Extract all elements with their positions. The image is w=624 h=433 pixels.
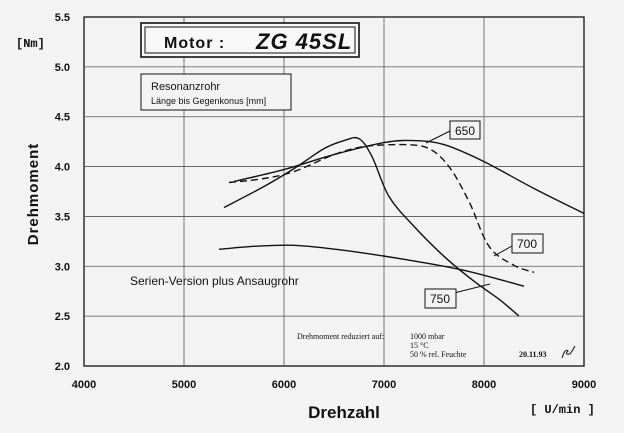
- plot-area: [83, 16, 585, 367]
- series-line-700: [228, 143, 535, 273]
- x-tick-label: 4000: [72, 379, 96, 391]
- series-lines: [218, 136, 585, 317]
- note-line1: 1000 mbar: [410, 332, 445, 341]
- title-prefix: Motor :: [164, 35, 225, 52]
- y-tick-labels: 2.0 2.5 3.0 3.5 4.0 4.5 5.0 5.5: [55, 12, 70, 373]
- x-tick-label: 7000: [372, 379, 396, 391]
- title-box-inner: [144, 26, 356, 54]
- signature: [561, 345, 576, 359]
- label-700-leader: [493, 245, 513, 257]
- y-tick-label: 3.0: [55, 261, 70, 273]
- series-line-serien-version-plus-ansaugrohr: [218, 244, 525, 287]
- label-700: 700: [517, 237, 537, 251]
- label-650: 650: [455, 124, 475, 138]
- x-axis-unit: [ U/min ]: [530, 403, 595, 417]
- note-title: Drehmoment reduziert auf:: [297, 332, 384, 341]
- x-tick-label: 5000: [172, 379, 196, 391]
- y-tick-label: 4.0: [55, 162, 70, 174]
- series-line-750: [223, 136, 520, 317]
- y-tick-label: 5.5: [55, 12, 70, 24]
- y-tick-label: 2.5: [55, 311, 70, 323]
- label-750-box: [424, 288, 457, 309]
- x-tick-labels: 4000 5000 6000 7000 8000 9000: [72, 379, 596, 391]
- note-line2: 15 °C: [410, 341, 429, 350]
- y-axis-title: Drehmoment: [25, 143, 42, 246]
- y-tick-label: 4.5: [55, 112, 70, 124]
- label-750: 750: [430, 292, 450, 306]
- legend-subtitle: Länge bis Gegenkonus [mm]: [151, 96, 266, 106]
- note-date: 20.11.93: [519, 350, 547, 359]
- x-tick-label: 6000: [272, 379, 296, 391]
- x-tick-label: 8000: [472, 379, 496, 391]
- y-axis-unit: [Nm]: [16, 37, 45, 51]
- label-650-leader: [425, 130, 451, 144]
- label-700-box: [511, 233, 544, 254]
- title-model: ZG 45SL: [255, 29, 352, 54]
- legend-box: [140, 73, 292, 111]
- x-tick-label: 9000: [572, 379, 596, 391]
- legend-title: Resonanzrohr: [151, 81, 220, 93]
- x-axis-title: Drehzahl: [308, 403, 380, 422]
- y-tick-label: 5.0: [55, 62, 70, 74]
- note-line3: 50 % rel. Feuchte: [410, 350, 467, 359]
- y-tick-label: 3.5: [55, 211, 70, 223]
- label-serien: Serien-Version plus Ansaugrohr: [130, 274, 299, 288]
- label-750-leader: [453, 283, 491, 294]
- label-650-box: [449, 120, 481, 140]
- title-box-outer: [140, 22, 360, 58]
- grid: [84, 17, 584, 366]
- y-tick-label: 2.0: [55, 361, 70, 373]
